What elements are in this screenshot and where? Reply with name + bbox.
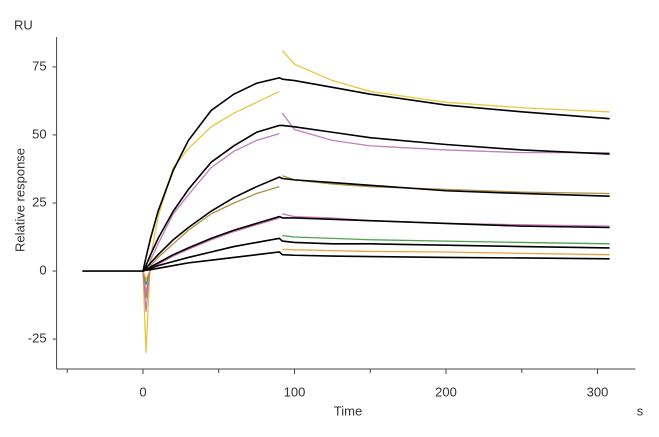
x-tick-label: 100 xyxy=(284,384,306,399)
y-tick-label: 0 xyxy=(39,262,46,277)
series-line xyxy=(142,251,610,272)
x-tick-label: 300 xyxy=(587,384,609,399)
y-tick-label: 75 xyxy=(32,58,46,73)
y-unit: RU xyxy=(14,17,33,32)
y-tick-label: -25 xyxy=(28,331,47,346)
y-tick-label: 50 xyxy=(32,126,46,141)
y-axis-label: Relative response xyxy=(12,148,27,252)
series-line xyxy=(142,248,610,281)
x-unit: s xyxy=(637,403,644,418)
y-tick-label: 25 xyxy=(32,194,46,209)
series-line xyxy=(142,215,610,272)
x-tick-label: 0 xyxy=(139,384,146,399)
series-line xyxy=(142,176,610,272)
series-line xyxy=(142,124,610,272)
series-line xyxy=(142,237,610,272)
x-tick-label: 200 xyxy=(435,384,457,399)
series-line xyxy=(82,76,610,272)
series-line xyxy=(142,50,610,353)
x-axis-label: Time xyxy=(334,403,362,418)
